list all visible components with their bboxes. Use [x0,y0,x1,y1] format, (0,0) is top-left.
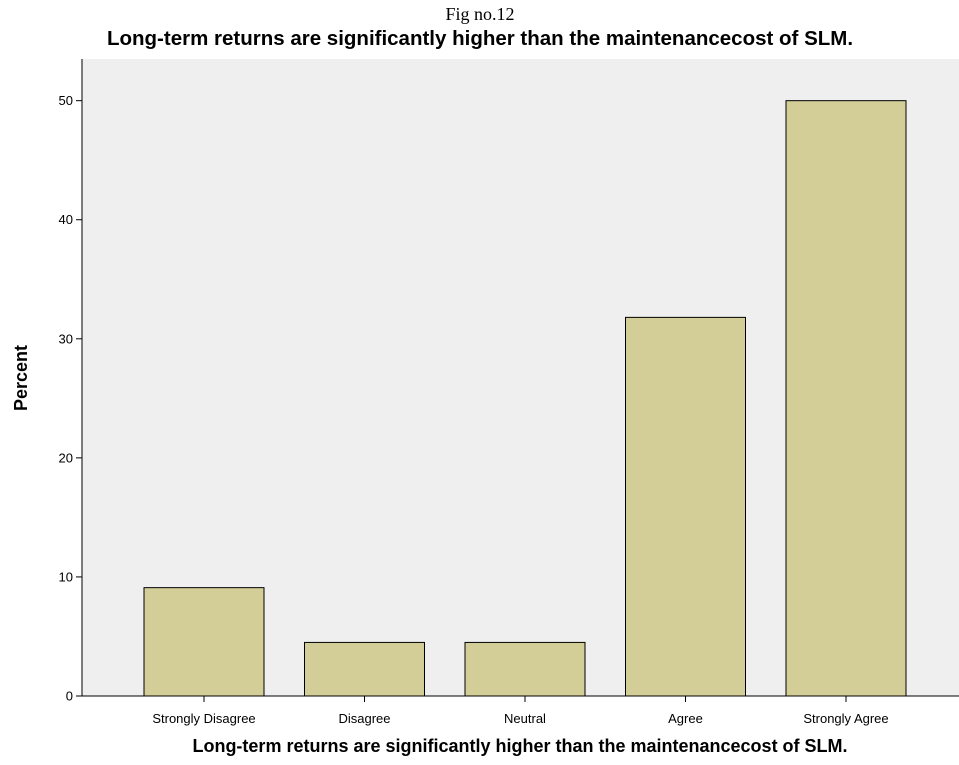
bar-strongly-agree [785,100,907,697]
bar-agree [625,316,746,697]
y-axis-title: Percent [11,345,31,411]
figure-label: Fig no.12 [445,4,514,24]
y-tick-label: 50 [59,93,73,108]
bars [143,100,907,697]
y-tick-label: 20 [59,450,73,465]
x-axis-title: Long-term returns are significantly high… [192,736,847,756]
x-category-label: Disagree [338,711,390,726]
x-category-label: Neutral [504,711,546,726]
bar-neutral [464,641,586,697]
bar-strongly-disagree [143,587,265,697]
y-axis-ticks: 0 10 20 30 40 50 [59,93,82,704]
x-category-label: Agree [668,711,703,726]
y-tick-label: 40 [59,212,73,227]
bar-disagree [304,641,425,697]
y-tick-label: 30 [59,331,73,346]
x-axis-category-labels: Strongly Disagree Disagree Neutral Agree Str… [152,696,889,726]
chart-title: Long-term returns are significantly high… [107,27,853,50]
x-category-label: Strongly Agree [803,711,888,726]
y-tick-label: 0 [66,689,73,704]
y-tick-label: 10 [59,569,73,584]
x-category-label: Strongly Disagree [152,711,255,726]
